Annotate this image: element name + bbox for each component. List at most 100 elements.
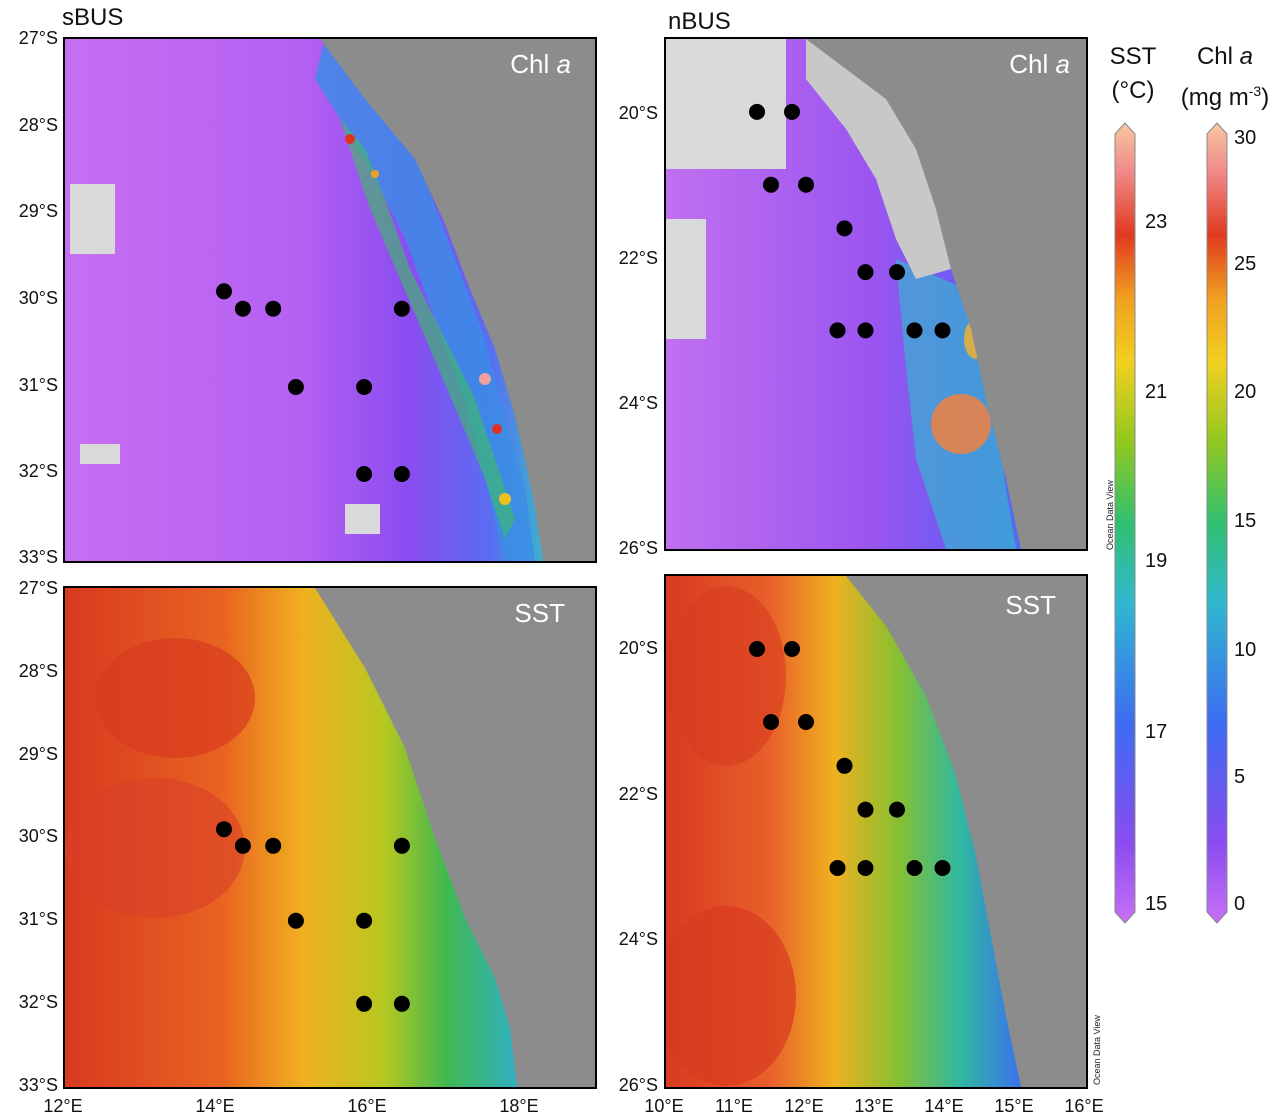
lon-tick: 15°E [994, 1096, 1034, 1116]
chl-cb-tick: 30 [1234, 127, 1257, 149]
map-sbus-sst-svg [65, 588, 595, 1087]
station-marker [234, 837, 251, 854]
map-nbus-sst: SST [664, 574, 1088, 1089]
nodata-patch [345, 504, 380, 534]
sst-colorbar [1114, 122, 1136, 924]
station-marker [829, 322, 846, 339]
sst-cb-tick: 21 [1145, 381, 1168, 403]
station-marker [216, 283, 232, 300]
land [846, 576, 1086, 1087]
lat-tick: 26°S [618, 538, 658, 558]
sst-colorbar-title: SST (°C) [1109, 43, 1157, 104]
land [806, 39, 1086, 549]
lat-tick: 26°S [618, 1075, 658, 1095]
lat-tick: 22°S [618, 784, 658, 804]
station-marker [784, 103, 800, 120]
station-marker [265, 837, 282, 854]
station-marker [216, 821, 232, 838]
lon-tick: 12°E [784, 1096, 824, 1116]
bloom-spot [479, 373, 491, 385]
panel-label-sbus-sst: SST [514, 598, 565, 628]
station-marker [393, 466, 410, 482]
lat-tick: 20°S [618, 638, 658, 658]
warm-core [65, 778, 245, 918]
station-marker [287, 379, 304, 395]
sst-cb-tick: 23 [1145, 211, 1168, 233]
station-marker [934, 322, 951, 339]
map-nbus-sst-svg [666, 576, 1086, 1087]
chl-cb-tick: 15 [1234, 510, 1257, 532]
coastal-bloom-hot [340, 119, 515, 539]
map-nbus-chl-svg [666, 39, 1086, 549]
station-marker [356, 912, 373, 929]
lon-tick: 14°E [195, 1096, 235, 1116]
lat-tick: 31°S [18, 909, 58, 929]
watermark-bottom: Ocean Data View [1092, 1015, 1102, 1085]
bloom-spot [345, 134, 355, 144]
lat-tick: 30°S [18, 288, 58, 308]
bloom-hot [931, 394, 991, 454]
stations-sbus-chl [216, 283, 410, 482]
station-marker [393, 837, 410, 854]
lat-tick: 32°S [18, 461, 58, 481]
lat-tick: 29°S [18, 201, 58, 221]
station-marker [356, 995, 373, 1012]
station-marker [857, 860, 874, 876]
land [320, 39, 595, 561]
station-marker [857, 801, 874, 818]
stations-nbus-sst [749, 641, 951, 876]
nodata-patch [80, 444, 120, 464]
map-sbus-chl: Chl a [63, 37, 597, 563]
nodata-patch [70, 184, 115, 254]
region-title-sbus: sBUS [62, 4, 124, 31]
station-marker [857, 322, 874, 339]
station-marker [763, 176, 779, 193]
station-marker [798, 176, 814, 193]
bloom-spot [499, 493, 511, 505]
station-marker [393, 300, 410, 317]
map-sbus-sst: SST [63, 586, 597, 1089]
lon-tick: 18°E [499, 1096, 539, 1116]
station-marker [356, 466, 373, 482]
chl-cb-tick: 20 [1234, 381, 1257, 403]
lat-tick: 20°S [618, 103, 658, 123]
lon-tick: 11°E [715, 1096, 753, 1116]
station-marker [798, 714, 814, 730]
lat-tick: 24°S [618, 929, 658, 949]
chl-cb-tick: 0 [1234, 893, 1246, 915]
region-title-nbus: nBUS [668, 8, 731, 35]
lon-tick: 13°E [854, 1096, 894, 1116]
panel-label-nbus-chl: Chl a [1009, 49, 1070, 79]
lat-tick: 30°S [18, 826, 58, 846]
map-sbus-chl-svg [65, 39, 595, 561]
station-marker [906, 860, 923, 876]
chl-cb-tick: 25 [1234, 253, 1257, 275]
lat-tick: 28°S [18, 115, 58, 135]
station-marker [265, 300, 282, 317]
chl-colorbar [1206, 122, 1228, 924]
station-marker [934, 860, 951, 876]
station-marker [857, 264, 874, 281]
lon-tick: 10°E [644, 1096, 684, 1116]
sst-cb-tick: 19 [1145, 550, 1168, 572]
station-marker [836, 220, 853, 237]
station-marker [763, 714, 779, 730]
bloom-spot [492, 424, 502, 434]
station-marker [287, 912, 304, 929]
map-nbus-chl: Chl a [664, 37, 1088, 551]
station-marker [749, 641, 765, 657]
warm-core [666, 906, 796, 1086]
station-marker [836, 757, 853, 774]
stations-sbus-sst [216, 821, 410, 1012]
lat-tick: 28°S [18, 661, 58, 681]
chl-cb-tick: 10 [1234, 639, 1257, 661]
station-marker [356, 379, 373, 395]
station-marker [889, 264, 905, 281]
lon-tick: 16°E [1064, 1096, 1104, 1116]
nodata-patch [666, 219, 706, 339]
station-marker [784, 641, 800, 657]
station-marker [749, 103, 765, 120]
warm-core [666, 586, 786, 766]
warm-core [95, 638, 255, 758]
station-marker [393, 995, 410, 1012]
